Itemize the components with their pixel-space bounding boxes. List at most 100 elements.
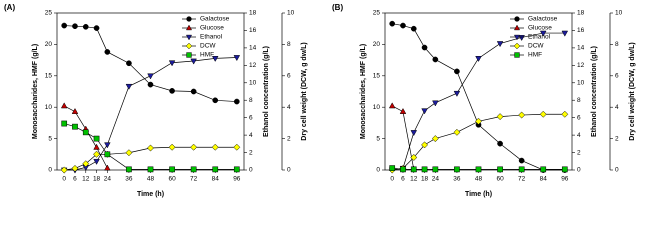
legend-label: Ethanol xyxy=(528,34,551,41)
y2-tick-label: 6 xyxy=(577,114,581,121)
data-point xyxy=(389,20,396,27)
panel-label: (B) xyxy=(332,3,343,12)
data-point xyxy=(432,56,439,63)
data-point xyxy=(72,23,78,30)
y3-tick-label: 4 xyxy=(615,104,619,111)
data-point xyxy=(82,129,89,136)
data-point xyxy=(71,107,79,114)
data-point xyxy=(212,166,219,173)
panel-label: (A) xyxy=(4,3,15,12)
legend-label: Galactose xyxy=(200,16,230,23)
y2-axis-label: Ethanol concentration (g/L) xyxy=(591,46,598,137)
y2-tick-label: 2 xyxy=(249,149,253,156)
data-point xyxy=(190,143,198,151)
y3-tick-label: 8 xyxy=(615,41,619,48)
y2-tick-label: 8 xyxy=(249,97,253,104)
data-point xyxy=(126,166,132,173)
data-point xyxy=(518,157,525,164)
data-point xyxy=(190,166,197,173)
data-point xyxy=(561,110,569,118)
y2-tick-label: 2 xyxy=(577,149,581,156)
data-point xyxy=(421,44,428,51)
data-point xyxy=(93,158,100,165)
legend-marker xyxy=(513,24,521,31)
y3-tick-label: 0 xyxy=(615,167,619,174)
x-tick-label: 60 xyxy=(496,176,504,183)
data-point xyxy=(410,130,418,137)
x-tick-label: 36 xyxy=(453,176,461,183)
x-tick-label: 6 xyxy=(73,176,77,183)
data-point xyxy=(147,144,154,152)
data-point xyxy=(147,81,154,88)
data-point xyxy=(233,98,240,105)
legend-marker xyxy=(514,16,520,22)
data-point xyxy=(60,102,68,109)
y-tick-label: 20 xyxy=(373,41,381,48)
data-point xyxy=(61,22,68,29)
data-point xyxy=(61,120,68,127)
legend-marker xyxy=(513,34,521,41)
y-tick-label: 15 xyxy=(373,73,381,80)
x-tick-label: 6 xyxy=(401,176,405,183)
y-tick-label: 15 xyxy=(45,73,53,80)
y3-tick-label: 8 xyxy=(287,41,291,48)
y-tick-label: 5 xyxy=(376,135,380,142)
data-point xyxy=(168,143,176,151)
x-tick-label: 96 xyxy=(233,176,241,183)
data-point xyxy=(431,135,439,143)
y-tick-label: 0 xyxy=(376,167,380,174)
legend-marker xyxy=(185,24,193,31)
y2-tick-label: 6 xyxy=(249,114,253,121)
y3-tick-label: 2 xyxy=(615,135,619,142)
y-axis-label: Monosaccharides, HMF (g/L) xyxy=(360,44,367,139)
y3-tick-label: 10 xyxy=(615,10,623,17)
data-point xyxy=(497,140,503,147)
y-tick-label: 10 xyxy=(45,104,53,111)
data-point xyxy=(104,164,111,171)
y2-tick-label: 16 xyxy=(577,27,585,34)
legend-marker xyxy=(185,42,193,50)
y2-tick-label: 10 xyxy=(249,79,257,86)
legend-marker xyxy=(186,52,192,58)
x-tick-label: 60 xyxy=(168,176,176,183)
y3-axis-label: Dry cell weight (DCW, g dw/L) xyxy=(629,42,636,140)
data-point xyxy=(475,117,482,125)
data-point xyxy=(475,166,482,173)
data-point xyxy=(518,111,526,119)
legend-marker xyxy=(185,34,193,41)
data-point xyxy=(233,55,241,62)
legend-label: DCW xyxy=(200,43,216,50)
data-point xyxy=(410,166,417,173)
data-point xyxy=(233,166,240,173)
y2-tick-label: 4 xyxy=(577,132,581,139)
y2-tick-label: 18 xyxy=(577,10,585,17)
y2-tick-label: 14 xyxy=(249,45,257,52)
data-point xyxy=(126,60,132,67)
data-point xyxy=(93,143,100,150)
x-axis-label: Time (h) xyxy=(137,191,164,198)
data-point xyxy=(190,88,197,95)
legend-label: Ethanol xyxy=(200,34,223,41)
y2-tick-label: 0 xyxy=(577,167,581,174)
data-point xyxy=(410,25,417,32)
data-point xyxy=(147,166,154,173)
x-tick-label: 24 xyxy=(432,176,440,183)
data-point xyxy=(93,135,100,142)
y3-tick-label: 2 xyxy=(287,135,291,142)
data-point xyxy=(82,23,89,30)
data-point xyxy=(453,128,461,136)
data-point xyxy=(400,166,406,173)
data-point xyxy=(125,149,133,157)
y2-axis-label: Ethanol concentration (g/L) xyxy=(263,46,270,137)
data-point xyxy=(496,113,504,121)
data-point xyxy=(93,25,100,31)
data-point xyxy=(211,143,219,151)
data-point xyxy=(399,107,407,114)
x-tick-label: 12 xyxy=(82,176,90,183)
y-tick-label: 20 xyxy=(45,41,53,48)
y-tick-label: 25 xyxy=(373,10,381,17)
series-line xyxy=(64,105,108,169)
y-tick-label: 10 xyxy=(373,104,381,111)
y2-tick-label: 14 xyxy=(577,45,585,52)
x-tick-label: 72 xyxy=(518,176,526,183)
